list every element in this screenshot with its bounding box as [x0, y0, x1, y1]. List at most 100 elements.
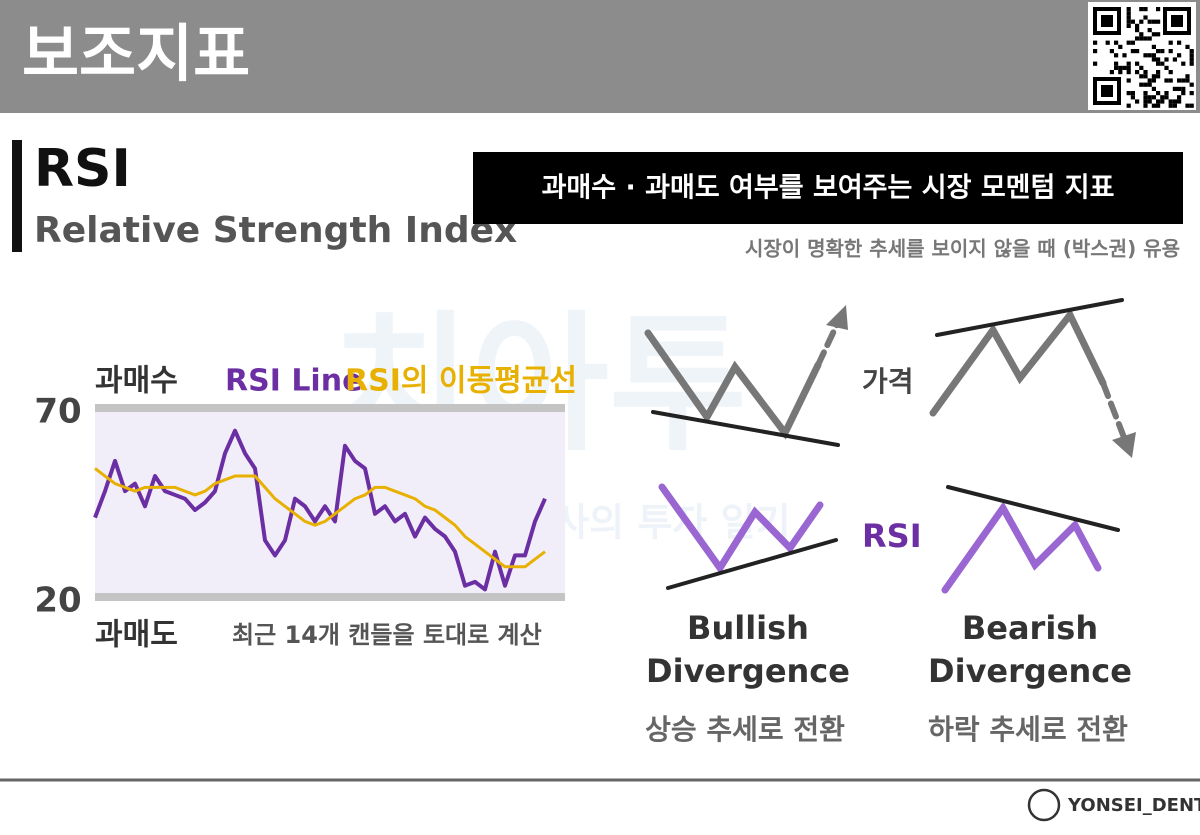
- qr-module: [1143, 91, 1148, 96]
- qr-module: [1151, 32, 1156, 37]
- qr-module: [1164, 78, 1169, 83]
- qr-module: [1143, 103, 1148, 108]
- qr-module: [1130, 19, 1135, 24]
- qr-module: [1164, 91, 1169, 96]
- qr-module: [1135, 36, 1140, 41]
- qr-module: [1156, 91, 1161, 96]
- qr-module: [1181, 61, 1186, 66]
- qr-module: [1114, 65, 1119, 70]
- qr-module: [1139, 36, 1144, 41]
- qr-module: [1172, 99, 1177, 104]
- qr-finder: [1101, 15, 1113, 27]
- qr-module: [1126, 65, 1131, 70]
- qr-module: [1126, 7, 1131, 12]
- qr-module: [1177, 95, 1182, 100]
- qr-finder: [1101, 85, 1113, 97]
- qr-module: [1118, 44, 1123, 49]
- qr-module: [1114, 40, 1119, 45]
- qr-module: [1172, 103, 1177, 108]
- bear-price: [929, 308, 1107, 417]
- qr-module: [1143, 7, 1148, 12]
- footer-logo: [1027, 788, 1061, 822]
- qr-module: [1181, 91, 1186, 96]
- calc-note: 최근 14개 캔들을 토대로 계산: [232, 621, 542, 649]
- qr-module: [1143, 95, 1148, 100]
- qr-module: [1118, 70, 1123, 75]
- bear-rsi: [941, 501, 1102, 594]
- bull-title: Divergence: [646, 652, 850, 690]
- qr-module: [1147, 53, 1152, 58]
- price-label: 가격: [862, 365, 914, 398]
- note: 시장이 명확한 추세를 보이지 않을 때 (박스권) 유용: [745, 237, 1180, 261]
- qr-module: [1168, 49, 1173, 54]
- qr-module: [1139, 65, 1144, 70]
- qr-module: [1189, 49, 1194, 54]
- qr-module: [1185, 78, 1190, 83]
- qr-module: [1147, 78, 1152, 83]
- bear-arrow: [1100, 380, 1128, 443]
- qr-module: [1126, 11, 1131, 16]
- qr-module: [1126, 70, 1131, 75]
- qr-module: [1156, 49, 1161, 54]
- qr-module: [1126, 23, 1131, 28]
- qr-module: [1135, 70, 1140, 75]
- qr-module: [1093, 61, 1098, 66]
- qr-module: [1139, 74, 1144, 79]
- qr-module: [1151, 19, 1156, 24]
- qr-module: [1160, 99, 1165, 104]
- qr-module: [1168, 99, 1173, 104]
- qr-module: [1160, 49, 1165, 54]
- qr-module: [1160, 95, 1165, 100]
- legend-label: RSI의 이동평균선: [345, 364, 577, 399]
- divergence-diagrams: [644, 298, 1136, 594]
- qr-module: [1147, 19, 1152, 24]
- accent-bar: [12, 140, 22, 252]
- bull-rsi: [658, 483, 824, 575]
- qr-module: [1126, 15, 1131, 20]
- rsi-chart: [93, 404, 565, 601]
- qr-module: [1139, 82, 1144, 87]
- qr-module: [1135, 28, 1140, 33]
- qr-module: [1189, 82, 1194, 87]
- qr-module: [1135, 49, 1140, 54]
- qr-module: [1151, 78, 1156, 83]
- qr-module: [1093, 49, 1098, 54]
- qr-module: [1156, 74, 1161, 79]
- qr-module: [1164, 65, 1169, 70]
- qr-module: [1177, 99, 1182, 104]
- qr-module: [1189, 57, 1194, 62]
- qr-module: [1168, 103, 1173, 108]
- qr-module: [1177, 53, 1182, 58]
- qr-module: [1135, 99, 1140, 104]
- qr-module: [1135, 61, 1140, 66]
- qr-module: [1168, 70, 1173, 75]
- qr-module: [1185, 44, 1190, 49]
- qr-module: [1147, 82, 1152, 87]
- qr-module: [1172, 57, 1177, 62]
- rsi-label: RSI: [862, 517, 922, 555]
- qr-module: [1151, 95, 1156, 100]
- header-title: 보조지표: [22, 17, 250, 90]
- qr-module: [1130, 40, 1135, 45]
- qr-module: [1122, 53, 1127, 58]
- qr-module: [1143, 36, 1148, 41]
- qr-module: [1156, 99, 1161, 104]
- bull-rsi-trend: [666, 538, 838, 590]
- qr-module: [1160, 61, 1165, 66]
- qr-code: [1088, 2, 1196, 110]
- qr-module: [1126, 91, 1131, 96]
- bear-rsi-trend: [946, 485, 1120, 532]
- qr-module: [1189, 91, 1194, 96]
- qr-module: [1156, 7, 1161, 12]
- qr-module: [1109, 49, 1114, 54]
- qr-module: [1151, 57, 1156, 62]
- bull-price: [644, 329, 822, 440]
- qr-module: [1185, 103, 1190, 108]
- qr-module: [1126, 78, 1131, 83]
- qr-module: [1114, 53, 1119, 58]
- qr-module: [1130, 91, 1135, 96]
- plot-area: [95, 408, 565, 597]
- qr-module: [1139, 19, 1144, 24]
- bull-arrowhead: [826, 305, 848, 330]
